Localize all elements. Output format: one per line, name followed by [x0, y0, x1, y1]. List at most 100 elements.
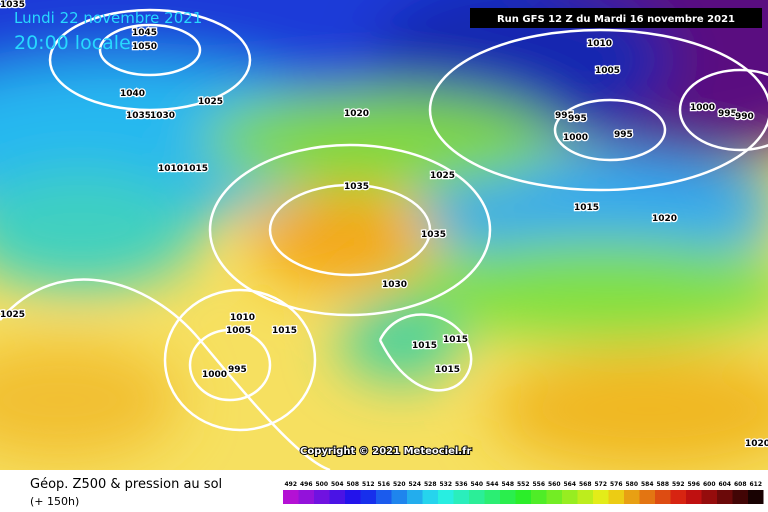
scale-swatch	[670, 490, 686, 504]
isobar-label: 1020	[745, 439, 768, 449]
isobar-label: 1025	[198, 97, 223, 107]
scale-label: 576	[610, 481, 623, 488]
scale-swatch	[608, 490, 624, 504]
scale-swatch	[732, 490, 748, 504]
scale-swatch	[298, 490, 314, 504]
isobar-label: 1050	[132, 42, 157, 52]
scale-swatch	[391, 490, 407, 504]
scale-label: 588	[656, 481, 669, 488]
scale-label: 544	[486, 481, 499, 488]
copyright: Copyright © 2021 Meteociel.fr	[300, 446, 471, 457]
isobar-label: 1000	[690, 103, 715, 113]
scale-swatch	[422, 490, 438, 504]
scale-label: 568	[579, 481, 592, 488]
scale-label: 508	[346, 481, 359, 488]
time-label: 20:00 locale	[14, 32, 131, 54]
isobar-label: 1030	[382, 280, 407, 290]
isobar-label: 1000	[563, 133, 588, 143]
isobar-label: 1000	[202, 370, 227, 380]
scale-label: 540	[470, 481, 483, 488]
scale-label: 604	[718, 481, 731, 488]
scale-label: 608	[734, 481, 747, 488]
scale-label: 504	[331, 481, 344, 488]
scale-swatch	[515, 490, 531, 504]
scale-label: 532	[439, 481, 452, 488]
isobar-label: 995	[228, 365, 247, 375]
date-label: Lundi 22 novembre 2021	[14, 9, 202, 27]
scale-label: 584	[641, 481, 654, 488]
isobar-label: 1020	[344, 109, 369, 119]
scale-label: 596	[687, 481, 700, 488]
isobar-label: 1020	[652, 214, 677, 224]
footer-title: Géop. Z500 & pression au sol	[30, 477, 222, 492]
isobar-label: 995	[718, 109, 737, 119]
scale-swatch	[562, 490, 578, 504]
isobar-label: 1035	[421, 230, 446, 240]
run-label: Run GFS 12 Z du Mardi 16 novembre 2021	[497, 14, 735, 25]
isobar-label: 1015	[443, 335, 468, 345]
scale-label: 536	[455, 481, 468, 488]
scale-label: 548	[501, 481, 514, 488]
isobar-label: 1035	[126, 111, 151, 121]
isobar-label: 1045	[132, 28, 157, 38]
isobar-label: 1010	[158, 164, 183, 174]
scale-label: 612	[749, 481, 762, 488]
isobar-label: 1015	[183, 164, 208, 174]
field	[0, 0, 768, 470]
scale-label: 520	[393, 481, 406, 488]
isobar-label: 1005	[595, 66, 620, 76]
scale-swatch	[639, 490, 655, 504]
scale-swatch	[577, 490, 593, 504]
isobar-label: 1005	[226, 326, 251, 336]
scale-swatch	[484, 490, 500, 504]
scale-label: 512	[362, 481, 375, 488]
isobar-label: 995	[568, 114, 587, 124]
scale-swatch	[717, 490, 733, 504]
scale-swatch	[438, 490, 454, 504]
scale-swatch	[453, 490, 469, 504]
scale-label: 528	[424, 481, 437, 488]
scale-swatch	[593, 490, 609, 504]
scale-label: 524	[408, 481, 421, 488]
isobar-label: 995	[614, 130, 633, 140]
scale-swatch	[500, 490, 516, 504]
scale-swatch	[314, 490, 330, 504]
scale-swatch	[701, 490, 717, 504]
scale-swatch	[360, 490, 376, 504]
scale-swatch	[469, 490, 485, 504]
scale-label: 492	[284, 481, 297, 488]
scale-label: 560	[548, 481, 561, 488]
isobar-label: 1035	[344, 182, 369, 192]
scale-swatch	[407, 490, 423, 504]
scale-swatch	[376, 490, 392, 504]
scale-label: 600	[703, 481, 716, 488]
scale-label: 496	[300, 481, 313, 488]
isobar-label: 1015	[435, 365, 460, 375]
scale-label: 552	[517, 481, 530, 488]
scale-swatch	[624, 490, 640, 504]
isobar-label: 1040	[120, 89, 145, 99]
scale-label: 564	[563, 481, 576, 488]
scale-label: 500	[315, 481, 328, 488]
isobar-label: 1015	[574, 203, 599, 213]
scale-swatch	[283, 490, 299, 504]
isobar-label: 1035	[0, 0, 25, 10]
scale-swatch	[748, 490, 764, 504]
scale-label: 516	[377, 481, 390, 488]
scale-swatch	[329, 490, 345, 504]
scale-label: 572	[594, 481, 607, 488]
isobar-label: 1010	[230, 313, 255, 323]
isobar-label: 1010	[587, 39, 612, 49]
footer-lead: (+ 150h)	[30, 495, 79, 508]
isobar-label: 995	[555, 111, 574, 121]
scale-swatch	[686, 490, 702, 504]
scale-swatch	[546, 490, 562, 504]
run-box	[470, 8, 762, 28]
isobar-lines	[0, 8, 768, 470]
isobar-label: 990	[735, 112, 754, 122]
isobar-label: 1025	[0, 310, 25, 320]
isobar-label: 1030	[150, 111, 175, 121]
scale-label: 592	[672, 481, 685, 488]
scale-swatch	[655, 490, 671, 504]
